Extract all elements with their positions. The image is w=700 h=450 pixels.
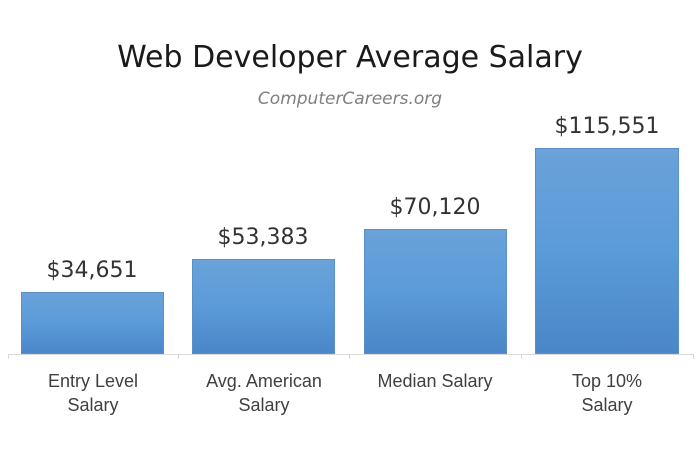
category-label-top-10: Top 10% Salary [571,371,643,415]
value-label-entry-level: $34,651 [46,258,138,283]
bar-avg-american [192,259,335,354]
category-label-entry-level: Entry Level Salary [47,371,139,415]
value-label-top-10: $115,551 [554,114,660,139]
category-label-median: Median Salary [377,371,493,391]
chart-subtitle: ComputerCareers.org [257,89,443,109]
bar-median [364,229,507,354]
x-axis-tick [8,354,9,359]
value-label-median: $70,120 [389,195,481,220]
x-axis-tick [521,354,522,359]
value-label-avg-american: $53,383 [217,225,309,250]
x-axis-tick [178,354,179,359]
bar-entry-level [21,292,164,354]
bar-top-10 [535,148,679,354]
x-axis-tick [693,354,694,359]
category-label-avg-american: Avg. American Salary [206,371,322,415]
x-axis-tick [349,354,350,359]
chart-title: Web Developer Average Salary [117,40,583,75]
x-axis-line [8,354,694,355]
